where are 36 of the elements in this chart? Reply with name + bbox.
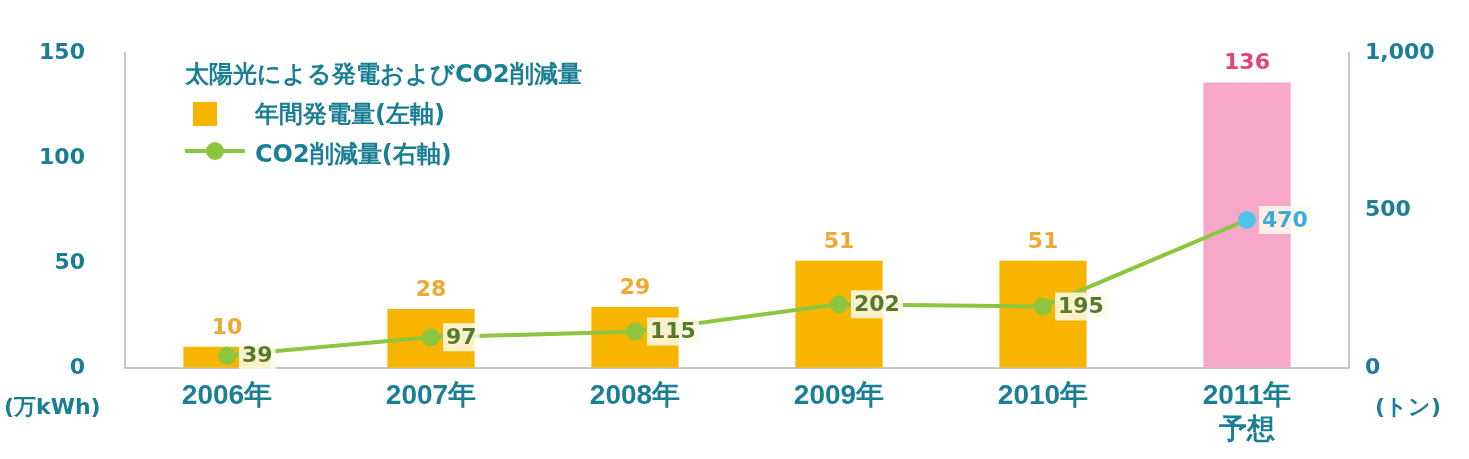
data-label: 97	[446, 324, 477, 349]
data-label: 39	[242, 342, 273, 368]
point	[1034, 297, 1052, 316]
x-tick-label: 2010年	[997, 379, 1089, 411]
y-tick-label: 50	[54, 248, 85, 274]
data-label: 10	[211, 313, 243, 339]
legend-title: 太陽光による発電およびCO2削減量	[185, 59, 582, 90]
legend-label: 年間発電量(左軸)	[255, 99, 445, 130]
data-label: 202	[854, 290, 900, 316]
y2-tick-label: 0	[1365, 353, 1381, 379]
x-tick-label: 2008年	[589, 379, 681, 411]
point	[218, 346, 236, 365]
y2-axis-title: (トン)	[1375, 393, 1442, 421]
data-label: 29	[619, 273, 651, 299]
point	[422, 328, 440, 347]
y-axis-title: (万kWh)	[4, 393, 101, 421]
point	[626, 322, 644, 341]
data-label: 470	[1262, 206, 1308, 232]
x-tick-label: 2011年予想	[1202, 379, 1292, 444]
y-tick-label: 150	[39, 38, 85, 64]
point	[830, 295, 848, 314]
x-tick-label: 2007年	[385, 379, 477, 411]
y-tick-label: 100	[39, 143, 85, 169]
x-tick-label: 2009年	[793, 379, 885, 411]
data-label: 115	[650, 318, 696, 344]
data-label: 195	[1058, 293, 1104, 319]
y-tick-label: 0	[69, 353, 85, 379]
legend-label: CO2削減量(右軸)	[255, 139, 452, 170]
point	[1238, 210, 1256, 229]
y2-tick-label: 500	[1365, 196, 1411, 222]
data-label: 51	[1027, 227, 1059, 253]
data-label: 28	[415, 275, 447, 301]
y2-tick-label: 1,000	[1365, 38, 1435, 64]
data-label: 136	[1224, 49, 1270, 75]
x-tick-label: 2006年	[181, 379, 273, 411]
data-label: 51	[823, 227, 855, 253]
